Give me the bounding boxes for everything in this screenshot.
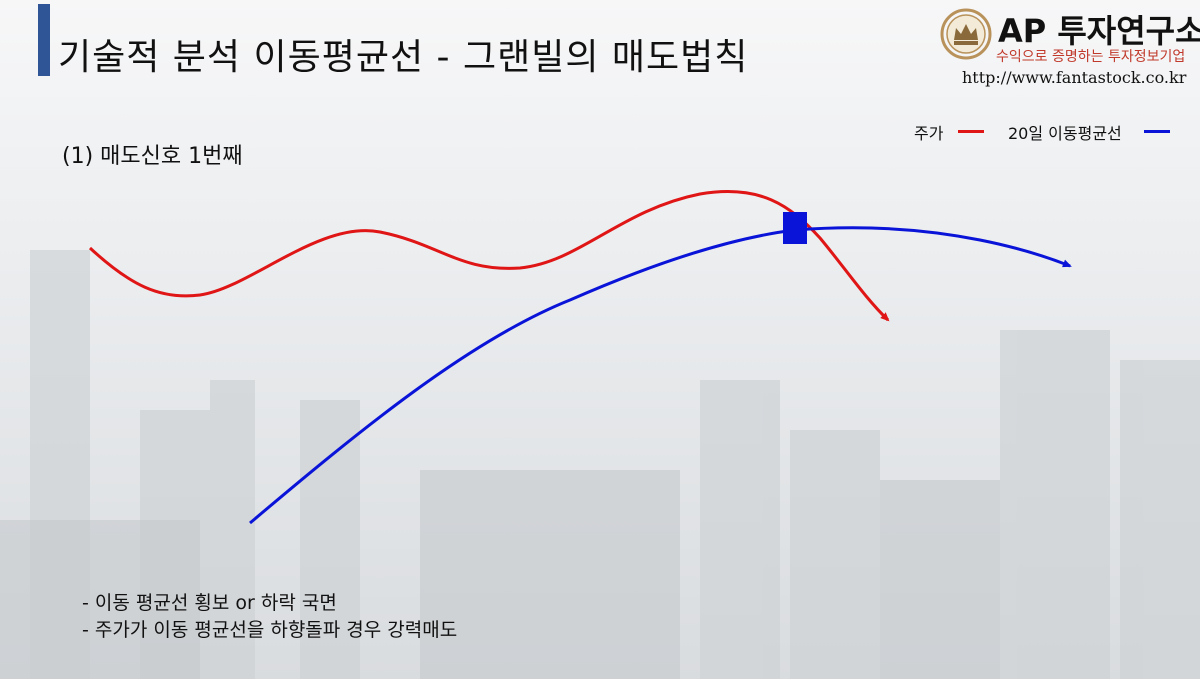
price-line (88, 189, 890, 322)
notes: - 이동 평균선 횡보 or 하락 국면 - 주가가 이동 평균선을 하향돌파 … (82, 590, 457, 644)
legend-ma-label: 20일 이동평균선 (1008, 124, 1122, 143)
note-item: - 이동 평균선 횡보 or 하락 국면 (82, 592, 337, 614)
logo-slogan: 수익으로 증명하는 투자정보기업 (996, 49, 1186, 65)
legend-ma: 20일 이동평균선 (1008, 120, 1122, 144)
legend-price-line (958, 130, 984, 133)
logo: AP 투자연구소 수익으로 증명하는 투자정보기업 http://www.fan… (938, 6, 1200, 90)
crown-emblem-icon (940, 8, 992, 60)
sell-signal-marker (783, 212, 807, 244)
legend-price-label: 주가 (914, 124, 944, 143)
title-accent-bar (38, 4, 50, 76)
moving-average-line (249, 226, 1072, 525)
page-title: 기술적 분석 이동평균선 - 그랜빌의 매도법칙 (58, 37, 749, 78)
logo-name: AP 투자연구소 (998, 12, 1200, 50)
note-item: - 주가가 이동 평균선을 하향돌파 경우 강력매도 (82, 619, 458, 641)
logo-url[interactable]: http://www.fantastock.co.kr (962, 68, 1187, 87)
legend-ma-line (1144, 130, 1170, 133)
legend-price: 주가 (914, 120, 943, 144)
section-subtitle: (1) 매도신호 1번째 (62, 144, 243, 169)
